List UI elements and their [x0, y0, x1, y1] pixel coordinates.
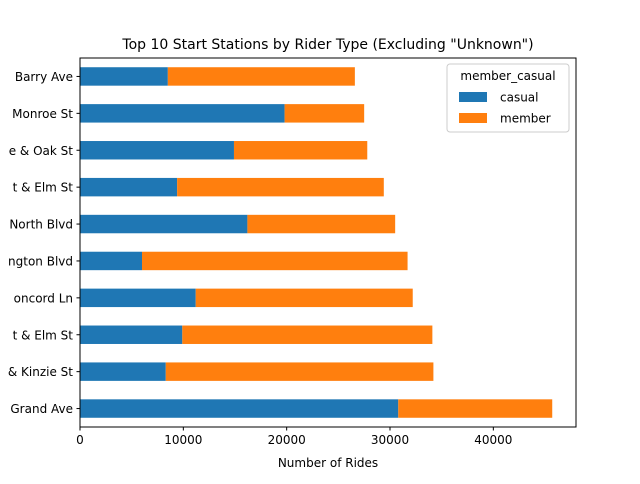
- x-tick-label: 40000: [474, 433, 512, 447]
- plot-frame: [79, 57, 577, 428]
- bar-casual: [80, 177, 178, 197]
- bar-casual: [80, 67, 168, 86]
- bar-casual: [80, 251, 142, 271]
- bar-member: [182, 325, 433, 344]
- bar-casual: [80, 325, 183, 344]
- bar-member: [167, 67, 355, 86]
- bar-casual: [80, 214, 248, 234]
- bar-casual: [80, 141, 234, 160]
- bar-casual: [80, 362, 166, 381]
- y-tick-label: Grand Ave: [10, 402, 73, 416]
- bar-casual: [80, 104, 285, 123]
- x-tick-label: 10000: [164, 433, 202, 447]
- x-tick-label: 0: [76, 433, 84, 447]
- x-axis-label: Number of Rides: [278, 456, 378, 470]
- bar-casual: [80, 288, 196, 308]
- bar-member: [177, 177, 384, 197]
- legend-title: member_casual: [460, 69, 555, 83]
- legend: member_casual casual member: [446, 63, 570, 133]
- legend-label-member: member: [500, 112, 551, 126]
- y-tick-label: & Kinzie St: [8, 365, 73, 379]
- legend-entries: casual member: [459, 91, 551, 126]
- bar-member: [284, 104, 365, 123]
- y-tick-label: t & Elm St: [13, 328, 74, 342]
- bar-member: [247, 214, 396, 234]
- y-tick-label: oncord Ln: [14, 291, 73, 305]
- bar-member: [165, 362, 434, 381]
- y-tick-label: North Blvd: [9, 218, 73, 232]
- bar-member: [398, 399, 553, 418]
- bar-casual: [80, 399, 399, 418]
- chart-title: Top 10 Start Stations by Rider Type (Exc…: [121, 37, 533, 53]
- bar-member: [233, 141, 368, 160]
- bars-layer: [80, 67, 553, 418]
- x-axis: 0 10000 20000 30000 40000: [76, 427, 512, 447]
- y-tick-label: Monroe St: [12, 107, 73, 121]
- x-tick-label: 30000: [371, 433, 409, 447]
- bar-member: [195, 288, 413, 308]
- x-tick-label: 20000: [268, 433, 306, 447]
- y-tick-label: e & Oak St: [9, 144, 74, 158]
- y-tick-label: Barry Ave: [15, 70, 73, 84]
- bar-member: [142, 251, 408, 271]
- y-tick-label: ngton Blvd: [8, 254, 73, 268]
- legend-label-casual: casual: [500, 91, 539, 105]
- y-tick-labels: Barry Ave Monroe St e & Oak St t & Elm St No…: [8, 70, 80, 416]
- legend-swatch-casual: [459, 92, 487, 102]
- y-tick-label: t & Elm St: [13, 181, 74, 195]
- legend-swatch-member: [459, 113, 487, 123]
